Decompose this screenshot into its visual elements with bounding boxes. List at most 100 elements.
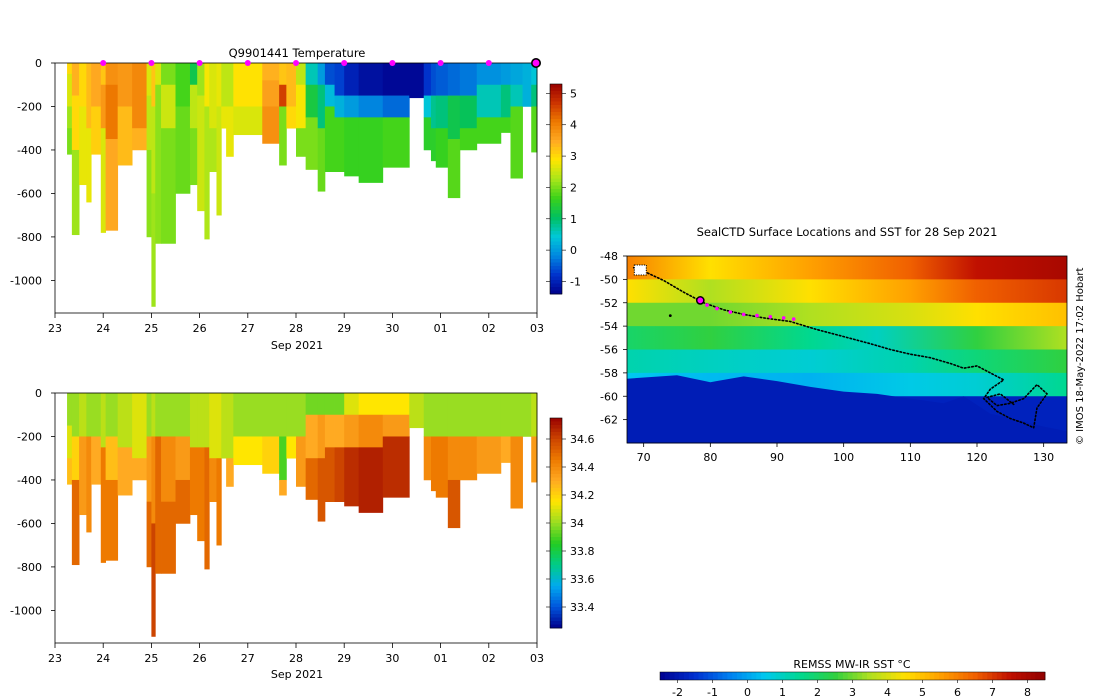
salinity-cell-12-0 [161,393,176,437]
sst-band-2 [627,302,1067,327]
temperature-cells [67,63,538,307]
sst-colorbar-segment-51 [905,672,911,680]
temperature-cell-39-0 [476,63,502,86]
recent-profile-point-6 [781,316,786,320]
temperature-x-tick-label-0: 23 [48,322,62,335]
sst-colorbar-segment-62 [958,672,964,680]
temperature-cell-22-1 [262,80,280,107]
temperature-colorbar-segment-42 [550,231,562,235]
salinity-cell-6-0 [105,393,119,437]
map-lon-label-6: 130 [1033,451,1054,464]
sst-colorbar-label-3: 1 [779,686,786,699]
salinity-colorbar-segment-30 [550,523,562,527]
salinity-colorbar-segment-27 [550,512,562,517]
sst-colorbar-segment-59 [943,672,950,680]
temperature-cell-31-0 [358,63,384,96]
temperature-profile-marker-8 [485,60,492,66]
salinity-x-tick-label-9: 02 [482,652,496,665]
sst-colorbar-segment-74 [1016,672,1022,680]
sst-colorbar-segment-40 [852,672,858,680]
temperature-colorbar-label-2: 3 [570,150,577,163]
map-lon-label-0: 70 [637,451,651,464]
sst-colorbar-segment-1 [664,672,671,680]
salinity-colorbar-segment-1 [550,421,562,426]
sst-colorbar-segment-56 [929,672,935,680]
temperature-title: Q9901441 Temperature [229,46,366,60]
temperature-colorbar-segment-4 [550,98,562,102]
salinity-colorbar-segment-21 [550,491,562,496]
temperature-colorbar-segment-44 [550,238,562,242]
salinity-cell-1-2 [71,479,80,566]
salinity-x-tick-label-5: 28 [289,652,303,665]
salinity-colorbar-segment-16 [550,474,562,478]
salinity-x-tick-label-7: 30 [385,652,399,665]
temperature-cell-36-1 [435,95,449,129]
salinity-cell-32-1 [382,414,410,437]
salinity-cell-36-0 [435,393,449,437]
temperature-colorbar-segment-31 [550,192,562,197]
salinity-cell-38-1 [459,436,478,481]
salinity-cell-26-2 [305,458,319,500]
sst-colorbar-label-10: 8 [1024,686,1031,699]
salinity-cell-30-0 [344,393,360,416]
temperature-cell-2-1 [79,106,87,186]
temperature-profile-marker-2 [196,60,203,66]
salinity-cell-4-0 [91,393,102,437]
sst-colorbar-segment-38 [842,672,849,680]
salinity-colorbar-segment-52 [550,600,562,604]
temperature-cell-23-2 [279,106,287,166]
temperature-cell-6-2 [105,139,119,231]
temperature-cell-10-0 [151,63,156,107]
salinity-colorbar-segment-51 [550,596,562,601]
temperature-cell-25-0 [296,63,307,86]
temperature-colorbar-segment-28 [550,182,562,186]
temperature-colorbar-segment-35 [550,206,562,211]
salinity-cell-15-1 [197,447,205,542]
salinity-colorbar-segment-38 [550,551,562,555]
sst-colorbar-label-1: -1 [707,686,718,699]
sst-colorbar-segment-47 [886,672,892,680]
salinity-colorbar-label-4: 33.8 [570,545,595,558]
temperature-cell-37-1 [447,95,461,140]
map-lon-label-4: 110 [900,451,921,464]
temperature-colorbar-segment-18 [550,147,562,151]
temperature-colorbar-segment-43 [550,234,562,239]
salinity-cell-11-1 [155,436,162,574]
salinity-cell-23-2 [279,479,287,496]
temperature-profile-marker-6 [389,60,396,66]
temperature-profile-marker-5 [341,60,348,66]
temperature-cell-13-1 [175,106,191,194]
temperature-colorbar-segment-32 [550,196,562,200]
temperature-cell-0-3 [67,128,73,155]
temperature-cell-31-1 [358,95,384,118]
temperature-cell-37-2 [447,139,461,199]
map-lat-label-4: -56 [600,344,618,357]
salinity-panel: 0 -200 -400 -600 -800 -1000 23 24 25 26 27 28 29 30 0… [10,387,594,681]
salinity-x-tick-label-1: 24 [96,652,110,665]
salinity-colorbar-segment-23 [550,498,562,503]
sst-band-1 [627,279,1067,304]
sst-colorbar-label-2: 0 [744,686,751,699]
temperature-cell-0-1 [67,73,73,107]
temperature-cell-0-0 [67,63,73,75]
salinity-colorbar-segment-31 [550,526,562,531]
map-lat-label-2: -52 [600,297,618,310]
salinity-cell-40-0 [500,393,511,437]
sst-colorbar-segment-15 [732,672,738,680]
sst-colorbar-segment-2 [669,672,675,680]
temperature-y-tick-label-4: -800 [17,231,42,244]
temperature-colorbar-segment-46 [550,245,562,249]
salinity-cell-9-0 [146,393,152,437]
salinity-colorbar-segment-32 [550,530,562,534]
temperature-profile-marker-1 [148,60,155,66]
salinity-colorbar-segment-28 [550,516,562,520]
temperature-cell-30-0 [344,63,360,96]
salinity-cell-12-1 [161,436,176,502]
temperature-cell-33-0 [409,63,425,99]
salinity-cell-30-2 [344,447,360,507]
salinity-x-tick-label-3: 26 [193,652,207,665]
sst-colorbar-label-8: 6 [954,686,961,699]
temperature-colorbar-segment-29 [550,185,562,190]
temperature-cell-27-0 [317,63,326,86]
temperature-cell-10-1 [151,106,156,194]
